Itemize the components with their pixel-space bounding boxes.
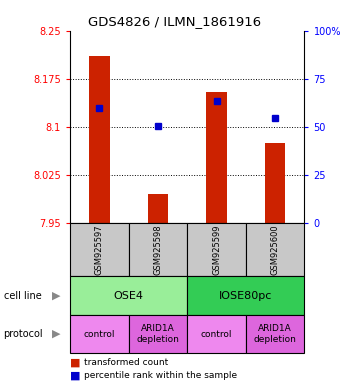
Text: cell line: cell line: [4, 291, 41, 301]
Text: control: control: [201, 329, 232, 339]
Text: OSE4: OSE4: [114, 291, 144, 301]
Text: control: control: [84, 329, 115, 339]
Text: GSM925597: GSM925597: [95, 224, 104, 275]
Text: GSM925599: GSM925599: [212, 224, 221, 275]
Text: GDS4826 / ILMN_1861916: GDS4826 / ILMN_1861916: [89, 15, 261, 28]
Text: ■: ■: [70, 371, 80, 381]
Text: protocol: protocol: [4, 329, 43, 339]
Bar: [265, 143, 286, 223]
Text: transformed count: transformed count: [84, 358, 168, 367]
Text: ▶: ▶: [52, 291, 60, 301]
Text: ▶: ▶: [52, 329, 60, 339]
Bar: [89, 56, 110, 223]
Bar: [148, 194, 168, 223]
Text: ARID1A
depletion: ARID1A depletion: [136, 324, 179, 344]
Text: GSM925600: GSM925600: [271, 224, 280, 275]
Text: ARID1A
depletion: ARID1A depletion: [254, 324, 296, 344]
Text: IOSE80pc: IOSE80pc: [219, 291, 273, 301]
Bar: [206, 91, 227, 223]
Text: GSM925598: GSM925598: [153, 224, 162, 275]
Text: percentile rank within the sample: percentile rank within the sample: [84, 371, 237, 380]
Text: ■: ■: [70, 358, 80, 368]
